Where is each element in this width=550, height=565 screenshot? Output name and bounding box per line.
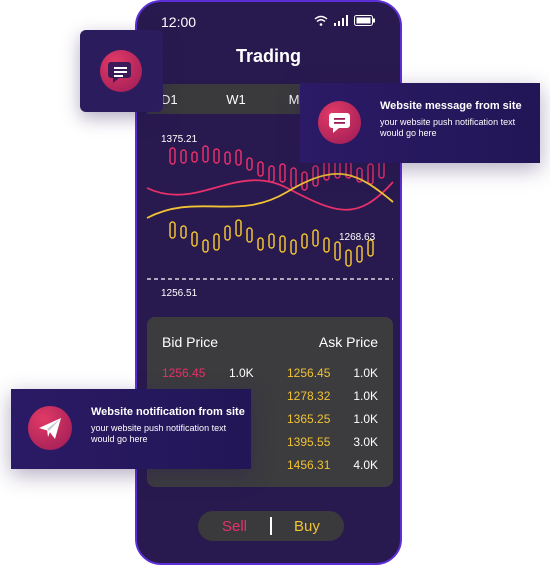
chart-high-label: 1375.21 <box>161 134 198 145</box>
notification-title: Website notification from site <box>91 406 245 418</box>
candlestick-chart <box>146 145 394 280</box>
tab-m[interactable]: M <box>288 91 300 107</box>
candle <box>191 231 198 247</box>
site-notification[interactable]: Website notification from site your webs… <box>11 389 251 469</box>
candle <box>180 225 187 239</box>
ask-price: 1456.31 <box>287 458 331 472</box>
candle <box>224 225 231 241</box>
order-row[interactable]: 1395.55 3.0K <box>162 435 378 455</box>
sell-button[interactable]: Sell <box>222 518 248 535</box>
status-bar: 12:00 <box>137 12 400 34</box>
price-chart: 1375.21 1268.63 1256.51 <box>137 122 400 312</box>
order-row[interactable]: 1256.45 1.0K 1256.45 1.0K <box>162 366 378 386</box>
candle <box>290 239 297 255</box>
chart-low-label: 1256.51 <box>161 288 198 299</box>
battery-icon <box>354 15 375 26</box>
candle <box>312 165 319 187</box>
candle <box>235 149 242 166</box>
page-title: Trading <box>235 46 301 66</box>
divider <box>270 517 272 535</box>
order-row[interactable]: 1456.31 4.0K <box>162 458 378 478</box>
signal-icon <box>334 15 348 26</box>
chat-bubble-icon <box>329 113 350 133</box>
candle <box>257 237 264 251</box>
bid-price-header: Bid Price <box>162 334 219 350</box>
candle <box>323 161 330 181</box>
candle <box>169 147 176 165</box>
candle <box>367 239 374 257</box>
candle <box>257 161 264 177</box>
candle <box>235 219 242 237</box>
trend-line <box>146 179 394 211</box>
order-row[interactable]: 1365.25 1.0K <box>162 412 378 432</box>
wifi-icon <box>314 15 328 26</box>
candle <box>279 235 286 253</box>
message-notification-badge <box>318 101 361 144</box>
trade-actions: Sell Buy <box>198 511 344 541</box>
message-notification[interactable]: Website message from site your website p… <box>300 83 540 163</box>
site-notification-badge <box>28 406 72 450</box>
candle <box>169 221 176 239</box>
candle <box>213 233 220 251</box>
bid-quantity: 1.0K <box>229 366 254 380</box>
candle <box>246 227 253 243</box>
ask-quantity: 3.0K <box>353 435 378 449</box>
candle <box>323 237 330 253</box>
notification-body: your website push notification text woul… <box>91 423 227 444</box>
candle <box>202 239 209 253</box>
trend-line <box>146 172 394 219</box>
paper-plane-icon <box>39 418 61 439</box>
ask-quantity: 1.0K <box>353 389 378 403</box>
candle <box>202 145 209 163</box>
ask-price-header: Ask Price <box>318 334 378 350</box>
ask-price: 1365.25 <box>287 412 331 426</box>
candle <box>246 157 253 171</box>
candle <box>356 167 363 183</box>
candle <box>356 245 363 263</box>
ask-quantity: 4.0K <box>353 458 378 472</box>
tab-w1[interactable]: W1 <box>226 91 246 107</box>
message-icon-card <box>80 30 163 112</box>
order-row[interactable]: 1278.32 1.0K <box>162 389 378 409</box>
message-badge <box>100 50 142 92</box>
chat-bubble-icon <box>108 62 131 83</box>
ask-price: 1278.32 <box>287 389 331 403</box>
candle <box>268 165 275 183</box>
tab-d1[interactable]: D1 <box>161 91 178 107</box>
chart-mid-label: 1268.63 <box>339 232 376 243</box>
buy-button[interactable]: Buy <box>294 518 320 535</box>
candle <box>268 233 275 249</box>
notification-body: your website push notification text woul… <box>380 117 516 138</box>
ask-price: 1256.45 <box>287 366 331 380</box>
candle <box>301 233 308 249</box>
candle <box>334 241 341 261</box>
candle <box>191 151 198 163</box>
notification-title: Website message from site <box>380 100 522 112</box>
candle <box>367 163 374 185</box>
status-icons <box>314 15 376 26</box>
status-time: 12:00 <box>161 14 197 30</box>
bid-price: 1256.45 <box>162 366 206 380</box>
ask-quantity: 1.0K <box>353 412 378 426</box>
candle <box>213 148 220 164</box>
ask-quantity: 1.0K <box>353 366 378 380</box>
candle <box>345 249 352 267</box>
candle <box>290 167 297 189</box>
candle <box>279 163 286 183</box>
candle <box>312 229 319 247</box>
candle <box>180 149 187 164</box>
candle <box>224 151 231 165</box>
ask-price: 1395.55 <box>287 435 331 449</box>
